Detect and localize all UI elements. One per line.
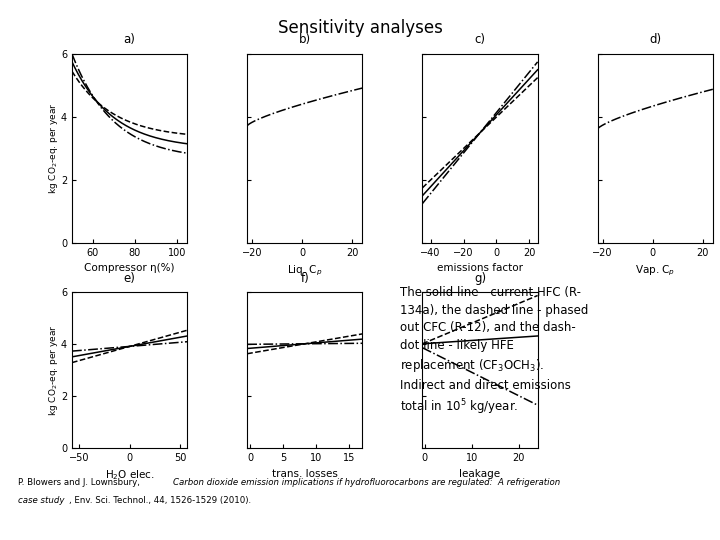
Text: , Env. Sci. Technol., 44, 1526-1529 (2010).: , Env. Sci. Technol., 44, 1526-1529 (201… [69,496,251,505]
Text: case study: case study [18,496,65,505]
Text: Carbon dioxide emission implications if hydrofluorocarbons are regulated:  A ref: Carbon dioxide emission implications if … [173,478,560,487]
X-axis label: leakage: leakage [459,469,500,478]
X-axis label: emissions factor: emissions factor [437,264,523,273]
Text: Sensitivity analyses: Sensitivity analyses [278,19,442,37]
Text: P. Blowers and J. Lownsbury,: P. Blowers and J. Lownsbury, [18,478,143,487]
Text: a): a) [124,33,135,46]
Text: The solid line - current HFC (R-
134a), the dashed line - phased
out CFC (R-12),: The solid line - current HFC (R- 134a), … [400,286,588,417]
X-axis label: Compressor η(%): Compressor η(%) [84,264,175,273]
Text: g): g) [474,272,486,285]
Text: b): b) [299,33,311,46]
X-axis label: trans. losses: trans. losses [272,469,338,478]
Text: d): d) [649,33,661,46]
X-axis label: H$_2$O elec.: H$_2$O elec. [104,469,155,482]
Text: e): e) [124,272,135,285]
Y-axis label: kg CO$_2$-eq. per year: kg CO$_2$-eq. per year [47,103,60,194]
X-axis label: Liq. C$_p$: Liq. C$_p$ [287,264,323,278]
X-axis label: Vap. C$_p$: Vap. C$_p$ [635,264,675,278]
Y-axis label: kg CO$_2$-eq. per year: kg CO$_2$-eq. per year [47,324,60,416]
Text: c): c) [474,33,485,46]
Text: f): f) [300,272,309,285]
